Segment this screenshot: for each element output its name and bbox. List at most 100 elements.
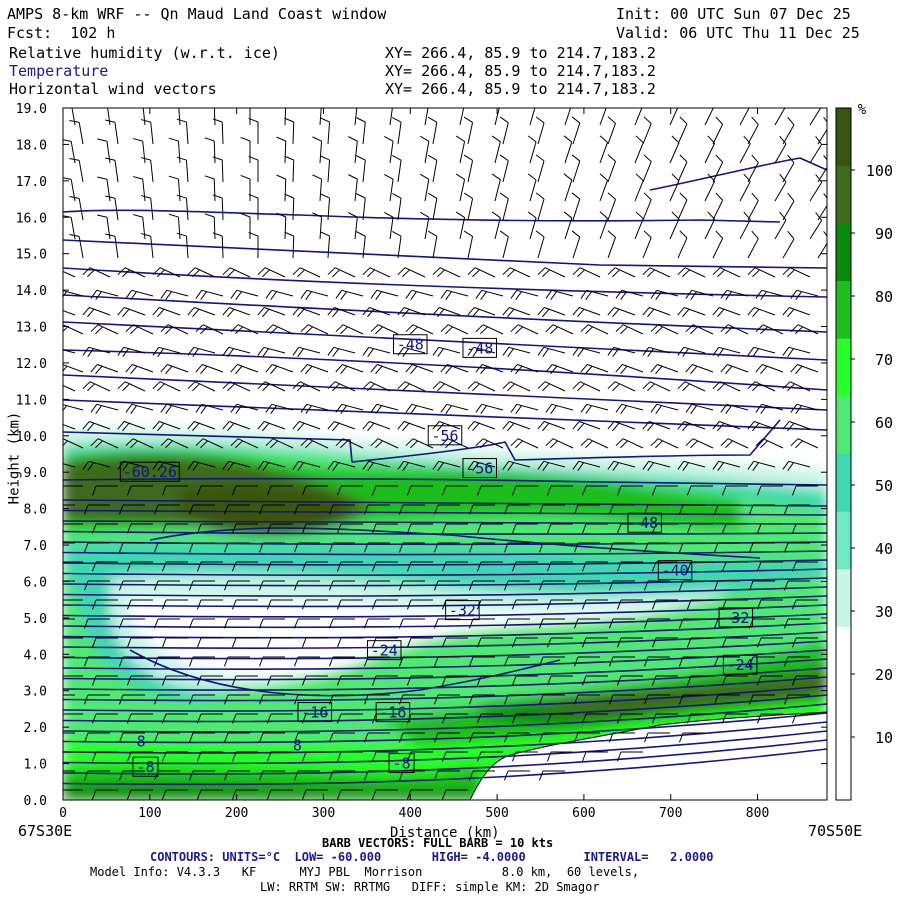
wind-barb (720, 403, 749, 415)
wind-barb (782, 421, 811, 432)
wind-barb (384, 135, 394, 164)
wind-barb (335, 403, 364, 415)
wind-barb (231, 561, 258, 572)
temperature-contour-line (63, 676, 827, 702)
wind-barb (356, 117, 366, 145)
wind-barb (293, 504, 320, 515)
wind-barb (161, 599, 188, 610)
wind-barb (502, 307, 531, 318)
wind-barb (491, 211, 501, 240)
wind-barb (537, 307, 566, 318)
wind-barb (571, 230, 581, 259)
wind-barb (196, 789, 223, 800)
wind-barb (335, 289, 364, 301)
wind-barb (398, 504, 425, 515)
wind-barb (535, 192, 545, 221)
wind-barb (712, 381, 741, 392)
contour-label: -48 (466, 339, 493, 357)
wind-barb (398, 542, 425, 553)
wind-barb (389, 108, 393, 126)
wind-barb (424, 108, 429, 126)
wind-barb (265, 438, 294, 449)
y-tick-label: 14.0 (16, 284, 47, 299)
wind-barb (599, 211, 608, 240)
wind-barb (642, 267, 671, 278)
field-wind-xy: XY= 266.4, 85.9 to 214.7,183.2 (385, 80, 656, 98)
wind-barb (327, 346, 356, 358)
wind-barb (782, 154, 795, 183)
colorbar-tick-label: 100 (866, 162, 893, 180)
wind-barb (118, 732, 145, 743)
wind-barb (161, 751, 188, 762)
wind-barb (651, 713, 678, 724)
wind-barb (266, 637, 293, 648)
contour-label-box (627, 512, 662, 533)
wind-barb (720, 438, 749, 449)
contour-label: -40 (662, 562, 689, 580)
wind-barb (455, 173, 466, 202)
wind-barb (721, 561, 748, 572)
wind-barb (455, 135, 466, 164)
wind-barb (503, 618, 530, 629)
x-tick-label: 200 (225, 806, 248, 821)
wind-barb (384, 173, 394, 202)
wind-barb (126, 599, 153, 610)
wind-barb (563, 211, 573, 240)
colorbar-unit: % (858, 102, 867, 118)
colorbar-swatch (836, 108, 851, 167)
contour-label: -56 (466, 460, 493, 478)
wind-barb (756, 637, 783, 648)
wind-barb (467, 421, 496, 432)
wind-barb (616, 599, 643, 610)
wind-barb (791, 599, 818, 610)
wind-barb (712, 192, 724, 221)
wind-barb (152, 421, 181, 432)
wind-barb (503, 504, 530, 515)
wind-barb (63, 732, 75, 734)
wind-barb (747, 460, 776, 472)
wind-barb (398, 732, 425, 743)
wind-barb (327, 421, 356, 432)
wind-barb (140, 119, 154, 145)
wind-barb (230, 289, 259, 301)
wind-barb (747, 230, 759, 259)
wind-barb (642, 307, 671, 318)
wind-barb (161, 713, 188, 724)
wind-barb (91, 485, 118, 496)
wind-barb (336, 637, 363, 648)
wind-barb (756, 561, 783, 572)
wind-barb (257, 421, 286, 432)
wind-barb (608, 504, 635, 515)
wind-barb (748, 542, 775, 553)
y-tick-label: 4.0 (24, 648, 47, 663)
wind-barb (713, 542, 740, 553)
wind-barb (527, 211, 537, 240)
wind-barb (196, 561, 223, 572)
wind-barb (643, 656, 670, 667)
wind-barb (370, 324, 399, 335)
wind-barb (293, 542, 320, 553)
contour-label-box (366, 640, 402, 661)
wind-barb (63, 694, 75, 696)
wind-barb (231, 599, 258, 610)
wind-barb (467, 460, 496, 472)
wind-barb (397, 381, 426, 392)
wind-barb (755, 324, 784, 335)
wind-barb (607, 381, 636, 392)
wind-barb (265, 403, 294, 415)
wind-barb (782, 346, 811, 358)
wind-barb (476, 637, 503, 648)
contour-label: -32 (449, 602, 476, 620)
wind-barb (607, 116, 616, 145)
wind-barb (713, 504, 740, 515)
wind-barb (755, 364, 784, 375)
wind-barb (371, 789, 398, 800)
wind-barb (790, 364, 819, 375)
contour-label: -24 (727, 656, 754, 674)
wind-barb (573, 618, 600, 629)
wind-barb (240, 136, 251, 163)
wind-barb (312, 174, 323, 202)
wind-barb (791, 637, 818, 648)
wind-barb (433, 580, 460, 591)
contour-label-box (297, 702, 333, 723)
